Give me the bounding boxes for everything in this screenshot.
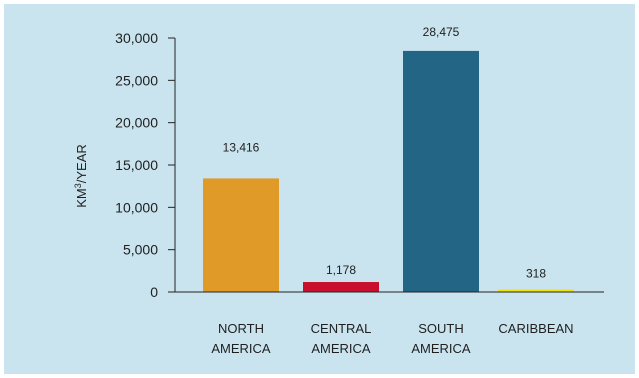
category-label-line: AMERICA xyxy=(411,341,471,356)
y-tick-label: 25,000 xyxy=(115,72,158,88)
y-tick-label: 10,000 xyxy=(115,199,158,215)
bar xyxy=(403,50,479,292)
chart-panel xyxy=(4,4,635,374)
category-label: SOUTH AMERICA xyxy=(411,321,471,356)
category-label: CARIBBEAN xyxy=(498,321,573,336)
value-labels: 13,416 1,178 28,475 318 xyxy=(223,25,547,280)
category-label-line: CENTRAL xyxy=(311,321,372,336)
y-tick-label: 20,000 xyxy=(115,115,158,131)
category-labels: NORTH AMERICA CENTRAL AMERICA SOUTH AMERICA CA… xyxy=(211,321,573,356)
y-tick-label: 5,000 xyxy=(123,242,158,258)
bar xyxy=(303,282,379,292)
category-label-line: NORTH xyxy=(218,321,264,336)
category-label: NORTH AMERICA xyxy=(211,321,271,356)
category-label-line: SOUTH xyxy=(418,321,464,336)
value-label: 1,178 xyxy=(326,263,356,277)
category-label: CENTRAL AMERICA xyxy=(311,321,372,356)
bars xyxy=(203,50,574,292)
bar xyxy=(498,289,574,292)
value-label: 318 xyxy=(526,266,546,280)
category-label-line: CARIBBEAN xyxy=(498,321,573,336)
category-label-line: AMERICA xyxy=(211,341,271,356)
value-label: 13,416 xyxy=(223,140,260,154)
bar xyxy=(203,178,279,292)
y-tick-label: 15,000 xyxy=(115,157,158,173)
y-tick-label: 0 xyxy=(150,284,158,300)
category-label-line: AMERICA xyxy=(311,341,371,356)
y-tick-label: 30,000 xyxy=(115,30,158,46)
y-axis-title: KM3/YEAR xyxy=(73,144,89,208)
value-label: 28,475 xyxy=(423,25,460,39)
y-axis: 0 5,000 10,000 15,000 20,000 25,000 30,000 xyxy=(115,30,176,300)
